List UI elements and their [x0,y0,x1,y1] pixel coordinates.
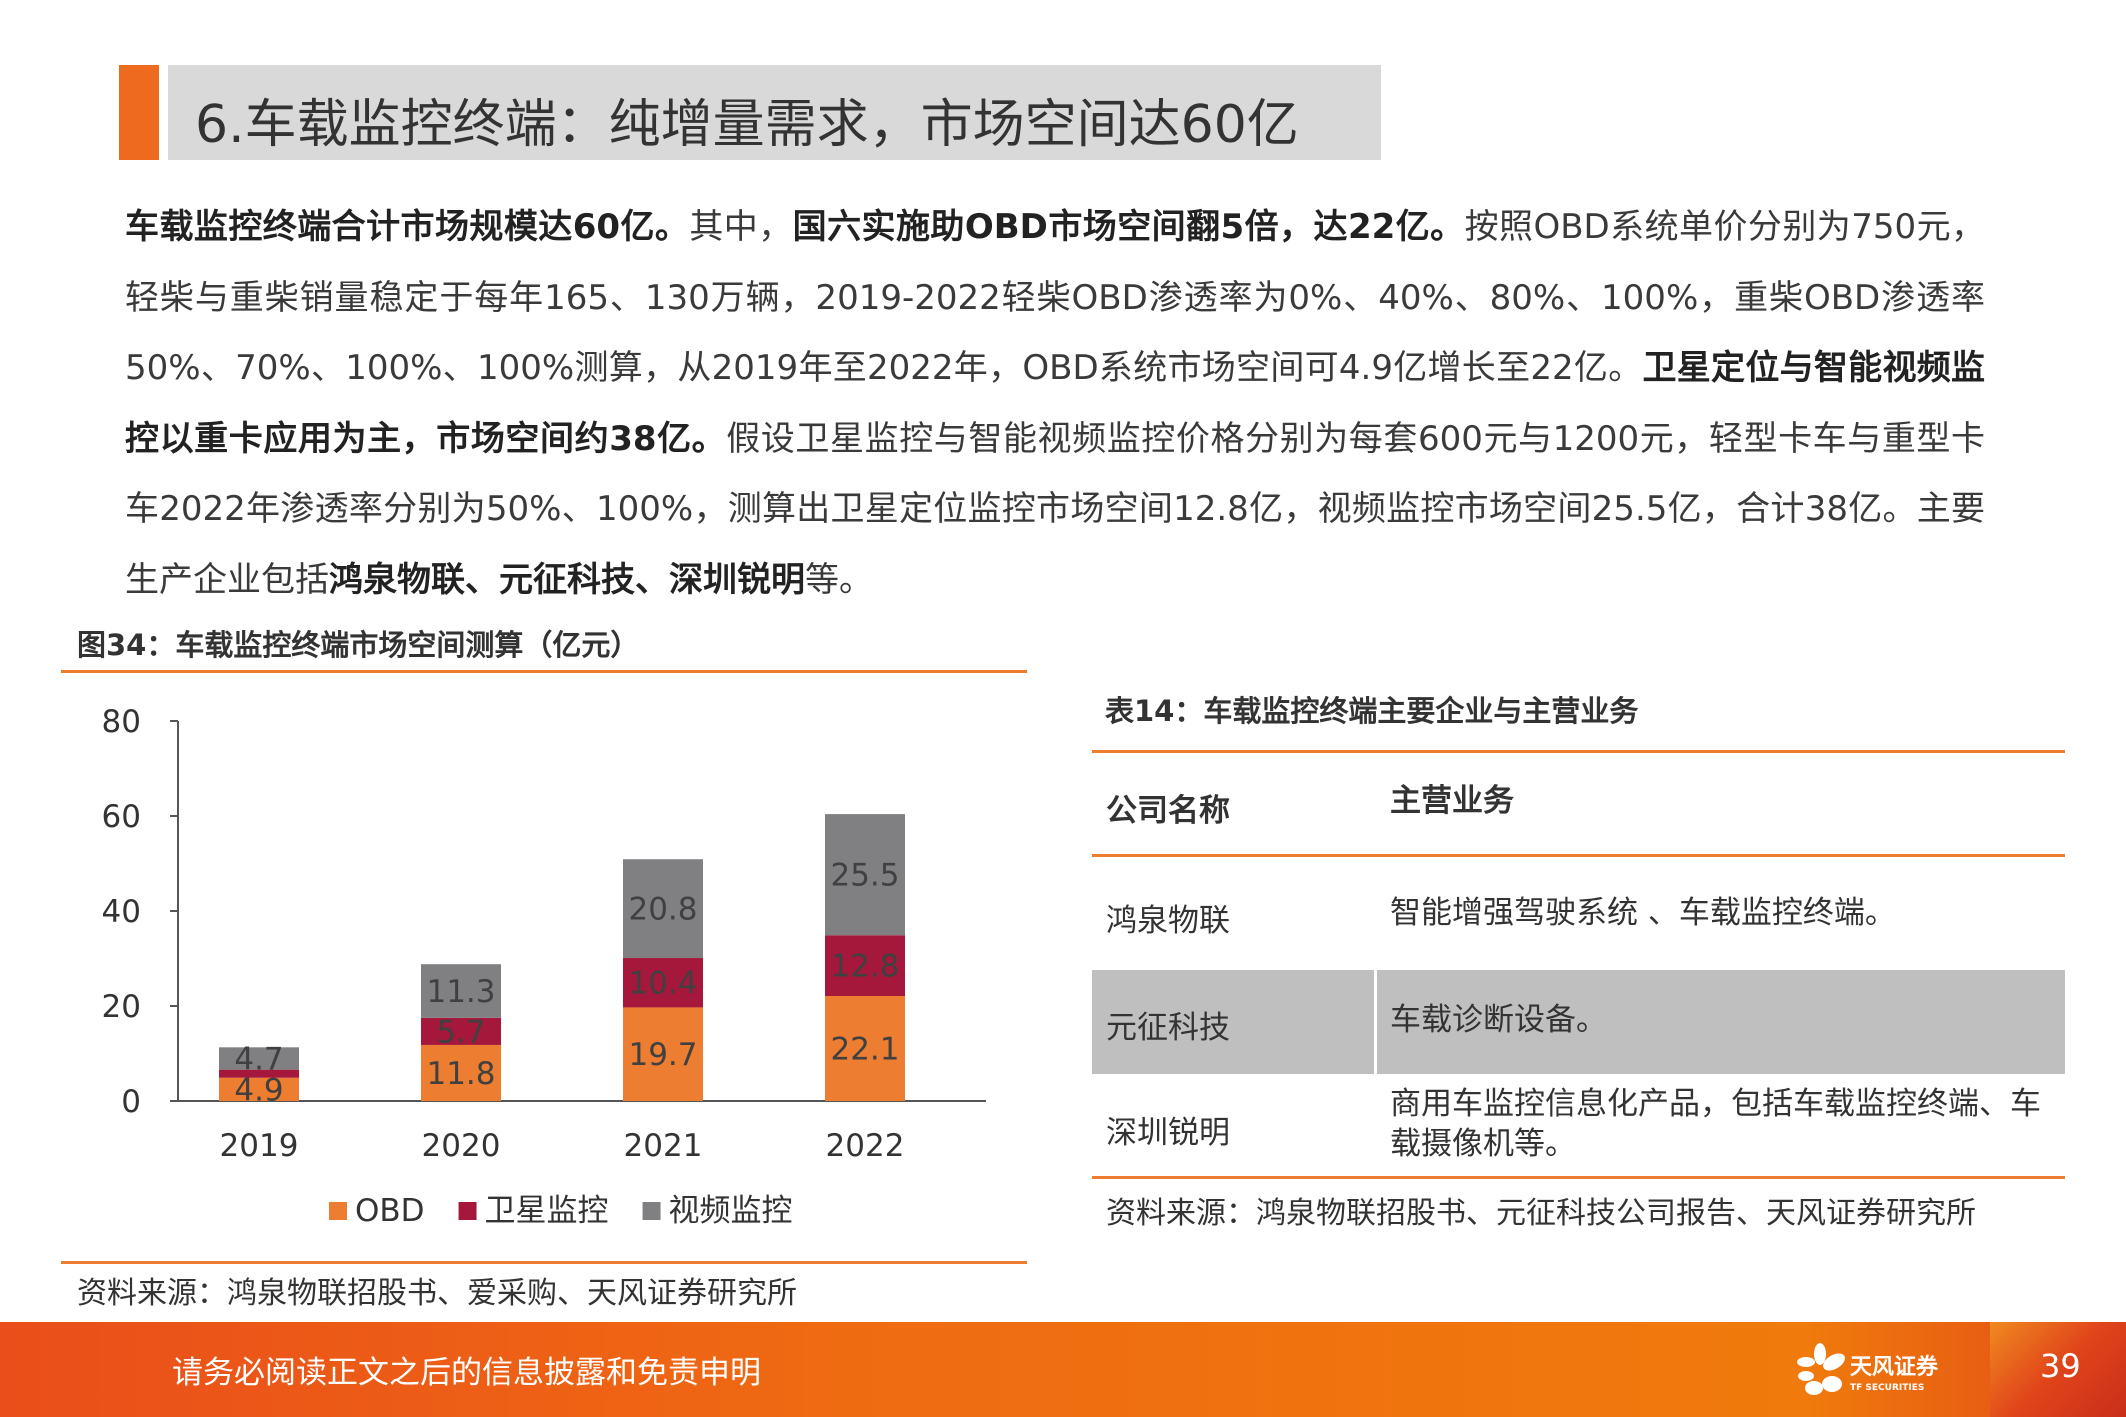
paragraph-segment: 等。 [805,559,873,600]
tf-securities-logo: 天风证券 TF SECURITIES [1792,1340,1952,1404]
legend-label: 视频监控 [669,1193,793,1229]
bar-segment-2 [421,964,501,1018]
company-name: 元征科技 [1106,1010,1230,1046]
paragraph-segment: 国六实施助OBD市场空间翻5倍，达22亿。 [792,207,1465,247]
stacked-bar-chart: 0 20 40 60 80 4.94.7 2019 11.8 5.7 11.3 2020 19.7 10… [102,704,986,1229]
legend-label: OBD [355,1193,425,1229]
legend-swatch [458,1202,477,1220]
bar-segment-1 [623,958,703,1008]
paragraph-segment: 假设卫星监控与智能视频监控价格分别为每套600元与1200元，轻型卡车与重型卡车… [125,418,1985,600]
company-business: 车载诊断设备。 [1390,1002,1607,1038]
bar-segment-1 [219,1069,299,1078]
paragraph-segment: 鸿泉物联、元征科技、深圳锐明 [329,559,805,600]
company-name: 鸿泉物联 [1106,903,1230,939]
body-paragraph: 车载监控终端合计市场规模达60亿。其中，国六实施助OBD市场空间翻5倍，达22亿… [125,192,1985,615]
data-label: 12.8 [830,949,899,985]
data-label: 11.8 [426,1056,495,1092]
divider [61,1261,1027,1264]
footer-bar [0,1322,2126,1417]
page-number: 39 [2040,1347,2081,1385]
data-label: 4.7 [234,1041,283,1077]
legend-swatch [329,1202,347,1220]
bar-segment-0 [623,1007,703,1101]
footer-accent [1990,1322,2126,1417]
y-tick-label: 0 [121,1084,141,1120]
data-label: 19.7 [628,1037,697,1073]
table-source: 资料来源：鸿泉物联招股书、元征科技公司报告、天风证券研究所 [1106,1196,1976,1231]
legend-label: 卫星监控 [485,1193,609,1229]
table-row: 元征科技 车载诊断设备。 [1092,970,2065,1074]
bar-segment-0 [421,1044,501,1101]
header-business: 主营业务 [1390,783,1514,819]
data-label: 25.5 [830,858,899,894]
x-tick-label: 2019 [220,1128,299,1164]
table-row: 鸿泉物联 智能增强驾驶系统 、车载监控终端。 [1092,857,2065,970]
bar-segment-2 [219,1047,299,1070]
paragraph-segment: 其中， [689,207,793,247]
page-title: 6.车载监控终端：纯增量需求，市场空间达60亿 [195,95,1299,155]
x-tick-label: 2020 [422,1128,501,1164]
legend-swatch [642,1202,661,1220]
bar-segment-0 [219,1077,299,1101]
x-tick-label: 2022 [826,1128,905,1164]
bar-segment-1 [825,935,905,997]
divider [1092,1176,2065,1179]
company-business: 商用车监控信息化产品，包括车载监控终端、车载摄像机等。 [1390,1086,2041,1162]
divider [61,670,1027,673]
y-tick-label: 80 [102,704,141,740]
figure-source: 资料来源：鸿泉物联招股书、爱采购、天风证券研究所 [77,1276,797,1311]
table-caption: 表14：车载监控终端主要企业与主营业务 [1105,694,1639,728]
svg-text:TF SECURITIES: TF SECURITIES [1850,1383,1924,1393]
divider [1092,854,2065,857]
bar-segment-1 [421,1017,501,1045]
data-label: 10.4 [628,966,697,1002]
table-header-row: 公司名称 主营业务 [1092,753,2065,856]
bar-segment-0 [825,996,905,1101]
company-business: 智能增强驾驶系统 、车载监控终端。 [1390,895,1896,931]
data-label: 4.9 [234,1072,283,1108]
y-tick-label: 20 [102,989,141,1025]
title-background [168,65,1381,160]
divider [1092,750,2065,753]
svg-text:天风证券: 天风证券 [1850,1354,1939,1380]
x-tick-label: 2021 [624,1128,703,1164]
paragraph-segment: 车载监控终端合计市场规模达60亿。 [125,207,690,247]
paragraph-segment: 按照OBD系统单价分别为750元，轻柴与重柴销量稳定于每年165、130万辆，2… [125,207,1986,388]
data-label: 22.1 [830,1032,899,1068]
header-company: 公司名称 [1106,793,1230,829]
data-label: 11.3 [426,974,495,1010]
y-tick-label: 60 [102,799,141,835]
figure-caption: 图34：车载监控终端市场空间测算（亿元） [77,628,640,662]
table-row: 深圳锐明 商用车监控信息化产品，包括车载监控终端、车载摄像机等。 [1092,1074,2065,1176]
company-name: 深圳锐明 [1106,1115,1230,1151]
data-label: 5.7 [436,1014,485,1050]
title-accent-bar [119,65,159,160]
bar-segment-2 [623,859,703,959]
flower-logo-icon: 天风证券 TF SECURITIES [1797,1343,1939,1395]
data-label: 20.8 [628,892,697,928]
bar-segment-2 [825,814,905,936]
y-tick-label: 40 [102,894,141,930]
paragraph-segment: 卫星定位与智能视频监控以重卡应用为主，市场空间约38亿。 [125,348,1986,459]
disclaimer-text: 请务必阅读正文之后的信息披露和免责申明 [172,1355,761,1391]
